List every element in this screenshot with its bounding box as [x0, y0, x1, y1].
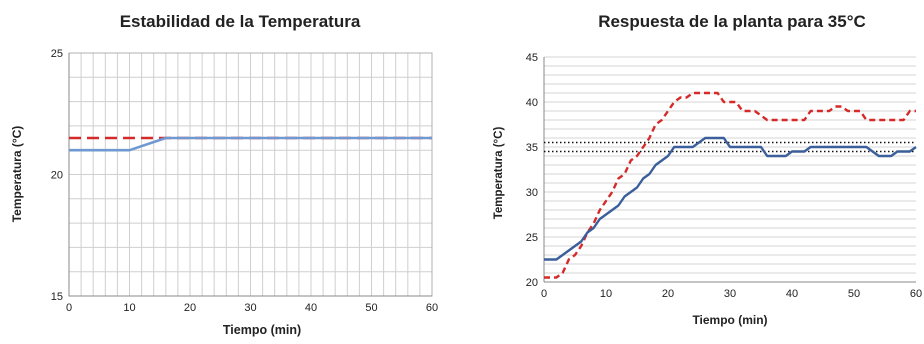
series-dashed-line — [544, 91, 916, 279]
y-tick-label: 45 — [526, 52, 538, 64]
chart-plant-response: Respuesta de la planta para 35°C Tiempo … — [462, 0, 924, 339]
x-tick-label: 0 — [66, 302, 72, 314]
x-tick-label: 60 — [426, 302, 438, 314]
axis-ticks: 0 10 20 30 40 50 60 15 20 25 — [51, 48, 438, 314]
y-tick-label: 25 — [51, 48, 63, 60]
chart-title: Respuesta de la planta para 35°C — [598, 12, 866, 31]
y-tick-label: 25 — [526, 232, 538, 244]
x-tick-label: 20 — [184, 302, 196, 314]
plot-grid — [68, 52, 433, 297]
plot-grid — [543, 56, 916, 283]
x-tick-label: 20 — [662, 288, 674, 300]
chart-temperature-stability: Estabilidad de la Temperatura Tiempo (mi… — [0, 0, 462, 339]
x-axis-label: Tiempo (min) — [692, 313, 767, 327]
y-tick-label: 20 — [526, 277, 538, 289]
plot-series — [69, 136, 432, 152]
y-tick-label: 15 — [51, 291, 63, 303]
y-tick-label: 40 — [526, 97, 538, 109]
x-tick-label: 10 — [123, 302, 135, 314]
x-tick-label: 40 — [786, 288, 798, 300]
axis-ticks: 0 10 20 30 40 50 60 20 25 30 35 40 45 — [526, 52, 922, 300]
x-tick-label: 40 — [305, 302, 317, 314]
x-tick-label: 30 — [724, 288, 736, 300]
y-tick-label: 20 — [51, 170, 63, 182]
x-axis-label: Tiempo (min) — [223, 323, 301, 337]
y-tick-label: 35 — [526, 142, 538, 154]
y-axis-label: Temperatura (°C) — [10, 126, 24, 223]
series-solid-line — [69, 136, 432, 152]
x-tick-label: 50 — [848, 288, 860, 300]
chart-left-svg: Estabilidad de la Temperatura Tiempo (mi… — [10, 12, 438, 337]
plot-area — [544, 57, 916, 282]
series-solid-line — [544, 136, 917, 261]
x-tick-label: 50 — [365, 302, 377, 314]
y-axis-label: Temperatura (°C) — [493, 127, 505, 220]
x-tick-label: 30 — [244, 302, 256, 314]
x-tick-label: 60 — [910, 288, 922, 300]
chart-right-svg: Respuesta de la planta para 35°C Tiempo … — [493, 12, 922, 327]
x-tick-label: 10 — [600, 288, 612, 300]
plot-series — [544, 91, 917, 279]
y-tick-label: 30 — [526, 187, 538, 199]
chart-title: Estabilidad de la Temperatura — [120, 12, 361, 31]
x-tick-label: 0 — [541, 288, 547, 300]
